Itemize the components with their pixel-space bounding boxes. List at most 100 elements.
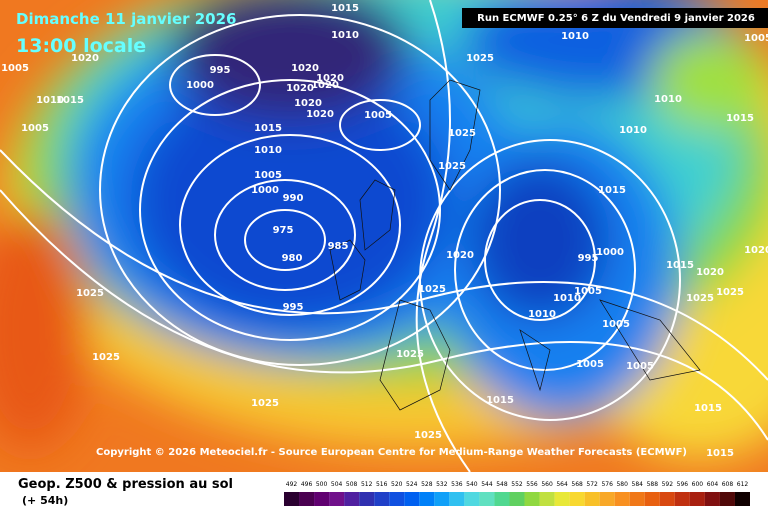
isobar-label: 1010: [254, 145, 282, 156]
isobar-label: 1015: [331, 3, 359, 14]
scale-tick-label: 540: [466, 481, 478, 488]
isobar-label: 1010: [36, 95, 64, 106]
isobar-label: 1025: [686, 293, 714, 304]
scale-swatch: [644, 492, 660, 506]
scale-tick-label: 520: [391, 481, 403, 488]
isobar-label: 1015: [486, 395, 514, 406]
isobar-label: 1020: [744, 245, 768, 256]
isobar-label: 1015: [726, 113, 754, 124]
scale-swatch: [569, 492, 585, 506]
isobar-label: 1010: [654, 94, 682, 105]
scale-swatch: [374, 492, 390, 506]
scale-swatch: [674, 492, 690, 506]
scale-tick-label: 580: [616, 481, 628, 488]
scale-tick-label: 532: [436, 481, 448, 488]
scale-swatch: [539, 492, 555, 506]
scale-tick-label: 548: [496, 481, 508, 488]
scale-tick-label: 508: [346, 481, 358, 488]
scale-swatch: [389, 492, 405, 506]
isobar-label: 1005: [744, 33, 768, 44]
footer-lead: (+ 54h): [22, 494, 68, 507]
scale-tick-label: 612: [737, 481, 749, 488]
isobar-label: 1010: [553, 293, 581, 304]
isobar-label: 1025: [466, 53, 494, 64]
isobar-label: 1000: [251, 185, 279, 196]
isobar-label: 1025: [396, 349, 424, 360]
scale-swatch: [299, 492, 315, 506]
scale-swatch: [464, 492, 480, 506]
isobar-label: 1000: [186, 80, 214, 91]
isobar-label: 985: [328, 241, 349, 252]
isobar-label: 1005: [21, 123, 49, 134]
scale-swatch: [509, 492, 525, 506]
isobar-label: 1005: [364, 110, 392, 121]
isobar-label: 1020: [71, 53, 99, 64]
isobar-label: 1020: [446, 250, 474, 261]
scale-swatch: [344, 492, 360, 506]
isobar-label: 1000: [596, 247, 624, 258]
scale-tick-label: 536: [451, 481, 463, 488]
isobar-label: 1005: [1, 63, 29, 74]
scale-tick-label: 544: [481, 481, 493, 488]
isobar-label: 1020: [316, 73, 344, 84]
scale-tick-label: 560: [541, 481, 553, 488]
isobar-label: 995: [578, 253, 599, 264]
scale-swatch: [614, 492, 630, 506]
isobar-label: 1010: [528, 309, 556, 320]
scale-swatch: [284, 492, 300, 506]
isobar-label: 1005: [254, 170, 282, 181]
isobar-label: 1020: [311, 80, 339, 91]
scale-tick-label: 608: [722, 481, 734, 488]
scale-swatch: [479, 492, 495, 506]
isobar-lines: [0, 0, 768, 472]
isobar-label: 1015: [706, 448, 734, 459]
isobar-label: 975: [273, 225, 294, 236]
isobar-label: 1025: [92, 352, 120, 363]
scale-swatch: [434, 492, 450, 506]
scale-swatch: [329, 492, 345, 506]
footer-title: Geop. Z500 & pression au sol: [18, 477, 233, 492]
scale-tick-label: 568: [571, 481, 583, 488]
isobar-label: 1015: [694, 403, 722, 414]
isobar-label: 1025: [716, 287, 744, 298]
scale-tick-label: 604: [707, 481, 719, 488]
scale-tick-label: 600: [692, 481, 704, 488]
scale-tick-label: 552: [511, 481, 523, 488]
isobar-label: 1020: [696, 267, 724, 278]
scale-tick-label: 504: [331, 481, 343, 488]
isobar-label: 1015: [254, 123, 282, 134]
field: Run ECMWF 0.25° 6 Z du Vendredi 9 janvie…: [0, 0, 768, 472]
isobar-label: 1020: [291, 63, 319, 74]
scale-swatch: [719, 492, 735, 506]
isobar-label: 1020: [286, 83, 314, 94]
scale-swatch: [734, 492, 750, 506]
isobar-label: 1020: [306, 109, 334, 120]
isobar-label: 995: [210, 65, 231, 76]
isobar-label: 1015: [666, 260, 694, 271]
color-scale: 492 496 500 504 508 512 516 520 524 528 532 536 540 5…: [284, 481, 750, 506]
scale-tick-label: 524: [406, 481, 418, 488]
isobar-label: 1025: [251, 398, 279, 409]
scale-swatch: [359, 492, 375, 506]
isobar-label: 1010: [331, 30, 359, 41]
scale-swatch: [704, 492, 720, 506]
scale-tick-label: 512: [361, 481, 373, 488]
time-label: 13:00 locale: [16, 35, 146, 57]
isobar-label: 1015: [56, 95, 84, 106]
scale-tick-label: 492: [286, 481, 298, 488]
coastlines: [329, 79, 701, 411]
isobar-label: 1025: [414, 430, 442, 441]
scale-swatch: [524, 492, 540, 506]
date-label: Dimanche 11 janvier 2026: [16, 10, 237, 28]
isobar-label: 1005: [626, 361, 654, 372]
run-label: Run ECMWF 0.25° 6 Z du Vendredi 9 janvie…: [477, 13, 755, 24]
isobar-label: 1010: [561, 31, 589, 42]
isobar-label: 995: [283, 302, 304, 313]
isobar-label: 980: [282, 253, 303, 264]
scale-tick-label: 596: [677, 481, 689, 488]
scale-swatch: [629, 492, 645, 506]
isobar-label: 1005: [574, 286, 602, 297]
